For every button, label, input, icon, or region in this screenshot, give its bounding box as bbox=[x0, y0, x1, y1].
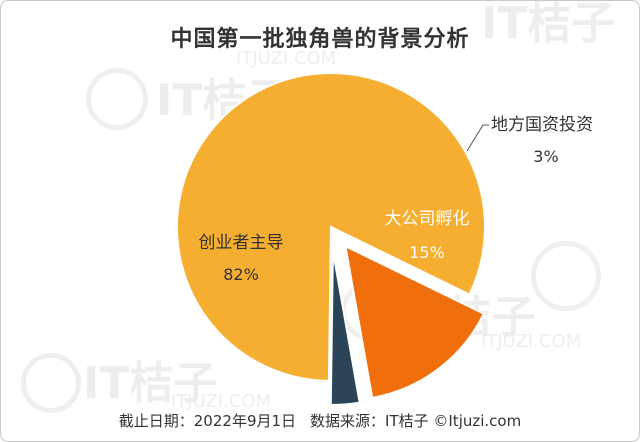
chart-title: 中国第一批独角兽的背景分析 bbox=[170, 27, 470, 52]
slice-value-creator-led: 82% bbox=[223, 265, 259, 284]
pie-slice-local-state bbox=[329, 250, 361, 406]
pie-slice-corp-incubated bbox=[344, 244, 486, 399]
footer-date: 截止日期：2022年9月1日 bbox=[118, 412, 297, 430]
slice-label-creator-led: 创业者主导 bbox=[199, 233, 284, 253]
footer: 截止日期：2022年9月1日 数据来源：IT桔子 ©Itjuzi.com bbox=[1, 410, 639, 431]
slice-value-local-state: 3% bbox=[533, 147, 558, 166]
pie-slice-creator-led bbox=[176, 72, 486, 383]
footer-source: 数据来源：IT桔子 ©Itjuzi.com bbox=[310, 412, 522, 430]
slice-value-corp-incubated: 15% bbox=[409, 243, 445, 262]
leader-line-local-state bbox=[466, 124, 489, 152]
slice-label-corp-incubated: 大公司孵化 bbox=[385, 209, 470, 229]
slice-label-local-state: 地方国资投资 bbox=[491, 115, 593, 135]
